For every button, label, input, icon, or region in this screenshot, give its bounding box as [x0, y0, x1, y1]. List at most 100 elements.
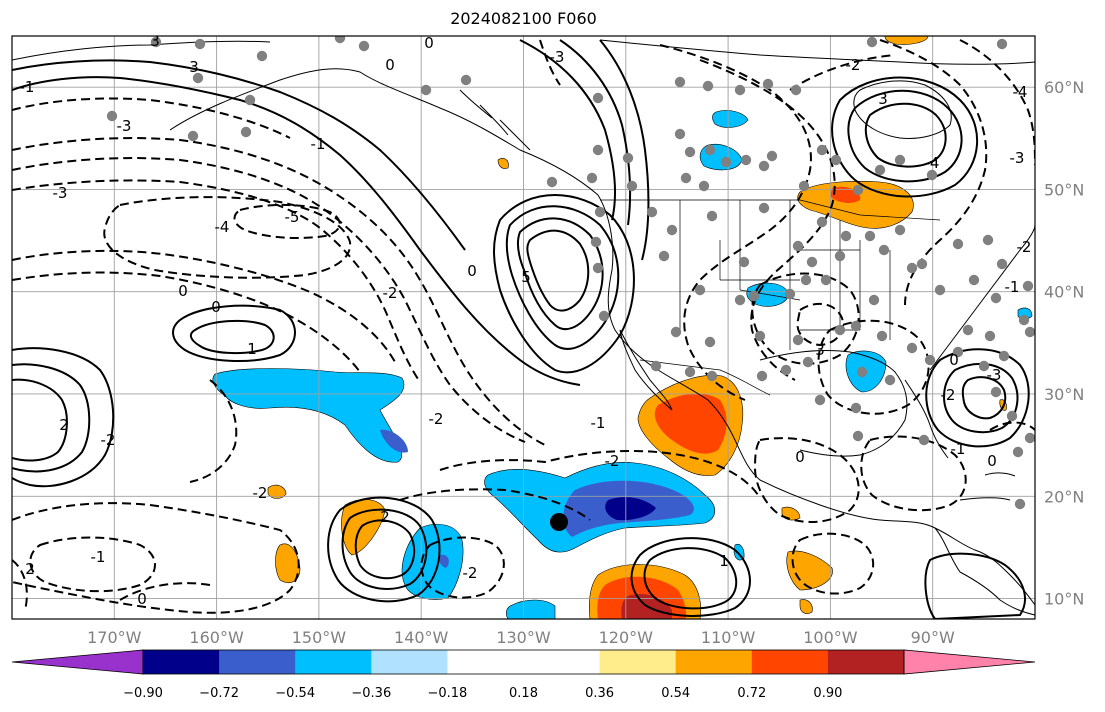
dashed-contour-1 — [12, 137, 546, 446]
station-marker — [590, 236, 602, 248]
colorbar-tick-label: 0.72 — [737, 686, 766, 701]
coastline-arctic — [12, 39, 1035, 65]
station-marker — [830, 154, 842, 166]
station-marker — [864, 230, 876, 242]
contour-label: 0 — [795, 448, 805, 466]
station-marker — [816, 144, 828, 156]
station-marker — [758, 160, 770, 172]
station-marker — [1024, 326, 1035, 338]
dashed-contour-18 — [796, 302, 844, 347]
station-marker — [420, 84, 432, 96]
colorbar-extend-left — [11, 649, 144, 675]
contour-label: -1 — [951, 440, 966, 458]
station-marker — [674, 128, 686, 140]
station-marker — [856, 366, 868, 378]
contour-tropic-2 — [643, 547, 738, 610]
coastline-baja — [619, 329, 673, 411]
colorbar-tick-label: −0.36 — [351, 686, 391, 701]
colorbar-tick-label: 0.54 — [661, 686, 690, 701]
station-marker — [194, 38, 206, 50]
station-marker — [650, 360, 662, 372]
positive-anomaly-small-5 — [884, 36, 929, 45]
station-marker — [740, 154, 752, 166]
positive-anomaly-small-8 — [497, 158, 509, 169]
station-marker — [894, 154, 906, 166]
dashed-contour-17 — [751, 272, 860, 365]
station-marker — [674, 76, 686, 88]
negative-anomaly-subtropical-core — [439, 554, 449, 568]
station-marker — [546, 176, 558, 188]
negative-anomaly-subtropical — [401, 524, 464, 600]
station-marker — [918, 434, 930, 446]
colorbar-segment — [219, 650, 296, 674]
contour-label: -2 — [846, 56, 861, 74]
station-marker — [790, 84, 802, 96]
dashed-contour-5 — [233, 203, 341, 239]
station-marker — [766, 150, 778, 162]
contour-label: 0 — [385, 56, 395, 74]
contour-label: 5 — [521, 268, 531, 286]
dashed-contour-16 — [699, 59, 836, 381]
dashed-contour-7 — [12, 271, 361, 373]
contour-label: 2 — [25, 560, 35, 578]
station-marker — [720, 156, 732, 168]
contour-label: -1 — [91, 548, 106, 566]
contour-low-west-4 — [526, 229, 590, 312]
dashed-contour-15 — [659, 44, 812, 401]
contour-label: -4 — [1013, 83, 1028, 101]
station-marker — [358, 40, 370, 52]
station-marker — [698, 180, 710, 192]
colorbar-segment — [143, 650, 220, 674]
dashed-contour-25 — [791, 532, 875, 595]
contour-label: -5 — [285, 208, 300, 226]
station-marker — [990, 386, 1002, 398]
station-marker — [834, 324, 846, 336]
positive-anomaly-small-1 — [341, 499, 386, 556]
positive-anomaly-small-2 — [275, 543, 301, 583]
station-marker — [876, 330, 888, 342]
negative-anomaly-eastern-pacific-navy — [605, 497, 656, 521]
dashed-contour-29 — [539, 39, 561, 86]
latitude-label: 50°N — [1044, 180, 1084, 199]
station-marker — [244, 94, 256, 106]
longitude-label: 140°W — [394, 628, 449, 647]
contour-low-west-2 — [505, 205, 620, 350]
colorbar-segment — [295, 650, 372, 674]
colorbar-tick-label: 0.36 — [585, 686, 614, 701]
station-marker — [1018, 314, 1030, 326]
latitude-label: 30°N — [1044, 385, 1084, 404]
station-marker — [878, 244, 890, 256]
dashed-contour-26 — [989, 421, 1035, 431]
colorbar-segment — [675, 650, 753, 674]
station-marker — [748, 290, 760, 302]
dashed-contour-23 — [753, 437, 860, 523]
station-marker — [962, 324, 974, 336]
station-marker — [680, 172, 692, 184]
contour-label: -2 — [253, 484, 268, 502]
contour-north-west — [12, 59, 581, 386]
contour-label: -2 — [383, 284, 398, 302]
station-marker — [658, 250, 670, 262]
contour-label: -3 — [550, 48, 565, 66]
station-marker — [106, 110, 118, 122]
dashed-contour-4 — [103, 196, 352, 279]
station-marker — [1012, 446, 1024, 458]
station-marker — [586, 172, 598, 184]
contours-solid — [12, 39, 1030, 619]
coastline-islands — [459, 89, 531, 151]
station-marker — [460, 74, 472, 86]
dashed-contour-12 — [439, 450, 761, 499]
contour-high-north-2 — [847, 89, 963, 183]
contour-high-north — [831, 76, 979, 198]
station-marker — [998, 350, 1010, 362]
station-marker — [850, 402, 862, 414]
colorbar-segments — [143, 650, 905, 674]
station-marker — [240, 126, 252, 138]
longitude-label: 120°W — [599, 628, 654, 647]
negative-anomaly-central-pacific-core — [380, 429, 408, 453]
latitude-labels: 60°N 50°N 40°N 30°N 20°N 10°N — [1044, 78, 1084, 608]
station-markers — [106, 36, 1035, 510]
dashed-contour-9 — [29, 536, 156, 593]
contour-label: -1 — [591, 414, 606, 432]
